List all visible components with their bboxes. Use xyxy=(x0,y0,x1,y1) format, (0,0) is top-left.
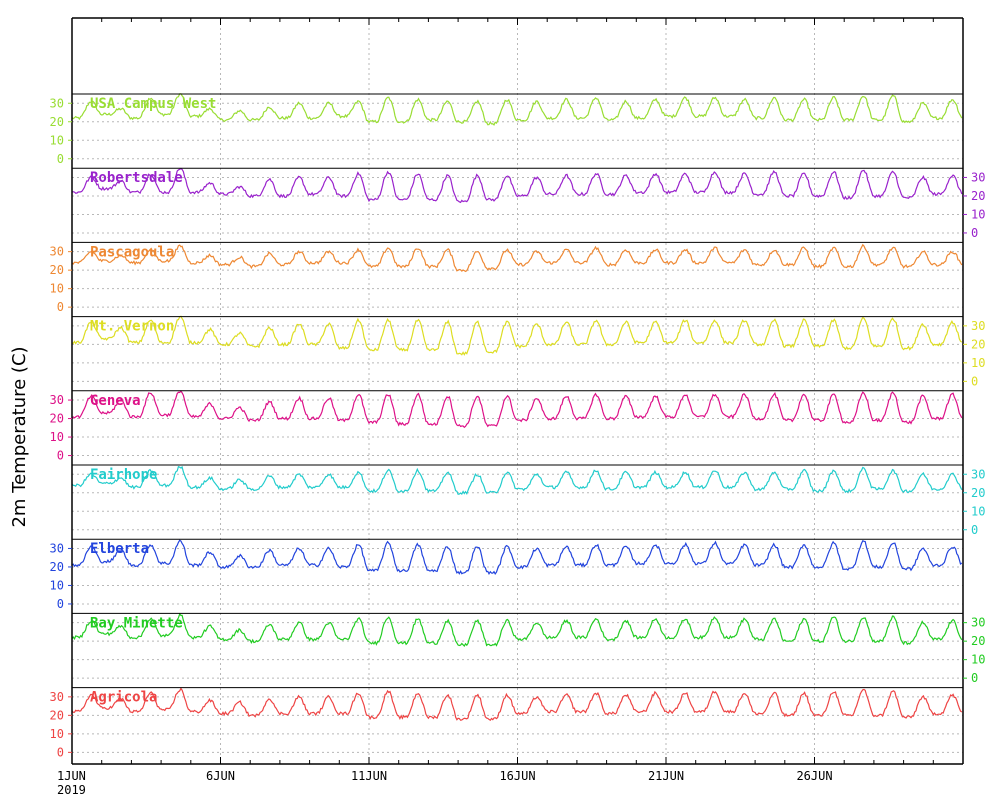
y-tick-label: 10 xyxy=(50,727,64,741)
y-tick-label: 30 xyxy=(50,393,64,407)
grid-layer xyxy=(72,18,963,764)
y-tick-label: 30 xyxy=(971,170,985,184)
y-tick-label: 0 xyxy=(971,523,978,537)
y-tick-label: 30 xyxy=(971,467,985,481)
series-line xyxy=(71,389,963,429)
series-line xyxy=(71,93,963,126)
y-tick-label: 10 xyxy=(50,282,64,296)
x-year-label: 2019 xyxy=(57,783,86,797)
y-tick-label: 0 xyxy=(57,597,64,611)
y-tick-label: 20 xyxy=(50,115,64,129)
series-line xyxy=(71,612,963,647)
y-tick-label: 20 xyxy=(971,189,985,203)
y-tick-label: 10 xyxy=(50,430,64,444)
series-label: Mt. Vernon xyxy=(90,319,174,335)
y-tick-label: 30 xyxy=(971,319,985,333)
y-tick-label: 10 xyxy=(50,578,64,592)
y-tick-label: 10 xyxy=(971,207,985,221)
series-label: Geneva xyxy=(90,393,141,409)
y-tick-label: 20 xyxy=(50,263,64,277)
y-tick-label: 10 xyxy=(50,133,64,147)
y-tick-label: 0 xyxy=(971,374,978,388)
series-line xyxy=(71,465,963,496)
series-line xyxy=(71,687,963,722)
series-line xyxy=(71,315,963,356)
x-tick-label: 11JUN xyxy=(351,769,387,783)
label-layer: 0 10 20 30 USA Campus West 0 10 20 30 Robertsdale… xyxy=(50,96,986,797)
series-line xyxy=(71,243,963,273)
series-line xyxy=(71,167,963,204)
series-layer xyxy=(71,93,963,722)
series-label: Robertsdale xyxy=(90,170,183,186)
x-tick-label: 6JUN xyxy=(206,769,235,783)
y-tick-label: 30 xyxy=(50,690,64,704)
series-line xyxy=(71,539,963,576)
y-tick-label: 20 xyxy=(971,486,985,500)
series-label: Fairhope xyxy=(90,467,157,483)
series-label: Pascagoula xyxy=(90,244,174,260)
series-label: Elberta xyxy=(90,541,149,557)
y-tick-label: 30 xyxy=(50,245,64,259)
y-tick-label: 30 xyxy=(50,96,64,110)
y-tick-label: 0 xyxy=(57,300,64,314)
x-tick-label: 26JUN xyxy=(796,769,832,783)
y-tick-label: 20 xyxy=(50,412,64,426)
y-tick-label: 20 xyxy=(971,337,985,351)
y-tick-label: 0 xyxy=(57,152,64,166)
y-tick-label: 30 xyxy=(971,616,985,630)
x-tick-label: 21JUN xyxy=(648,769,684,783)
series-label: Agricola xyxy=(90,690,157,706)
y-tick-label: 20 xyxy=(971,634,985,648)
y-tick-label: 20 xyxy=(50,708,64,722)
series-label: Bay Minette xyxy=(90,615,183,631)
y-tick-label: 30 xyxy=(50,541,64,555)
y-tick-label: 10 xyxy=(971,653,985,667)
y-axis-label: 2m Temperature (C) xyxy=(9,346,30,527)
x-tick-label: 16JUN xyxy=(499,769,535,783)
y-tick-label: 0 xyxy=(971,671,978,685)
y-tick-label: 10 xyxy=(971,356,985,370)
frame-layer xyxy=(71,17,964,765)
y-tick-label: 0 xyxy=(971,226,978,240)
y-tick-label: 0 xyxy=(57,745,64,759)
series-label: USA Campus West xyxy=(90,96,216,112)
y-tick-label: 0 xyxy=(57,449,64,463)
y-tick-label: 20 xyxy=(50,560,64,574)
x-tick-label: 1JUN xyxy=(57,769,86,783)
y-tick-label: 10 xyxy=(971,504,985,518)
